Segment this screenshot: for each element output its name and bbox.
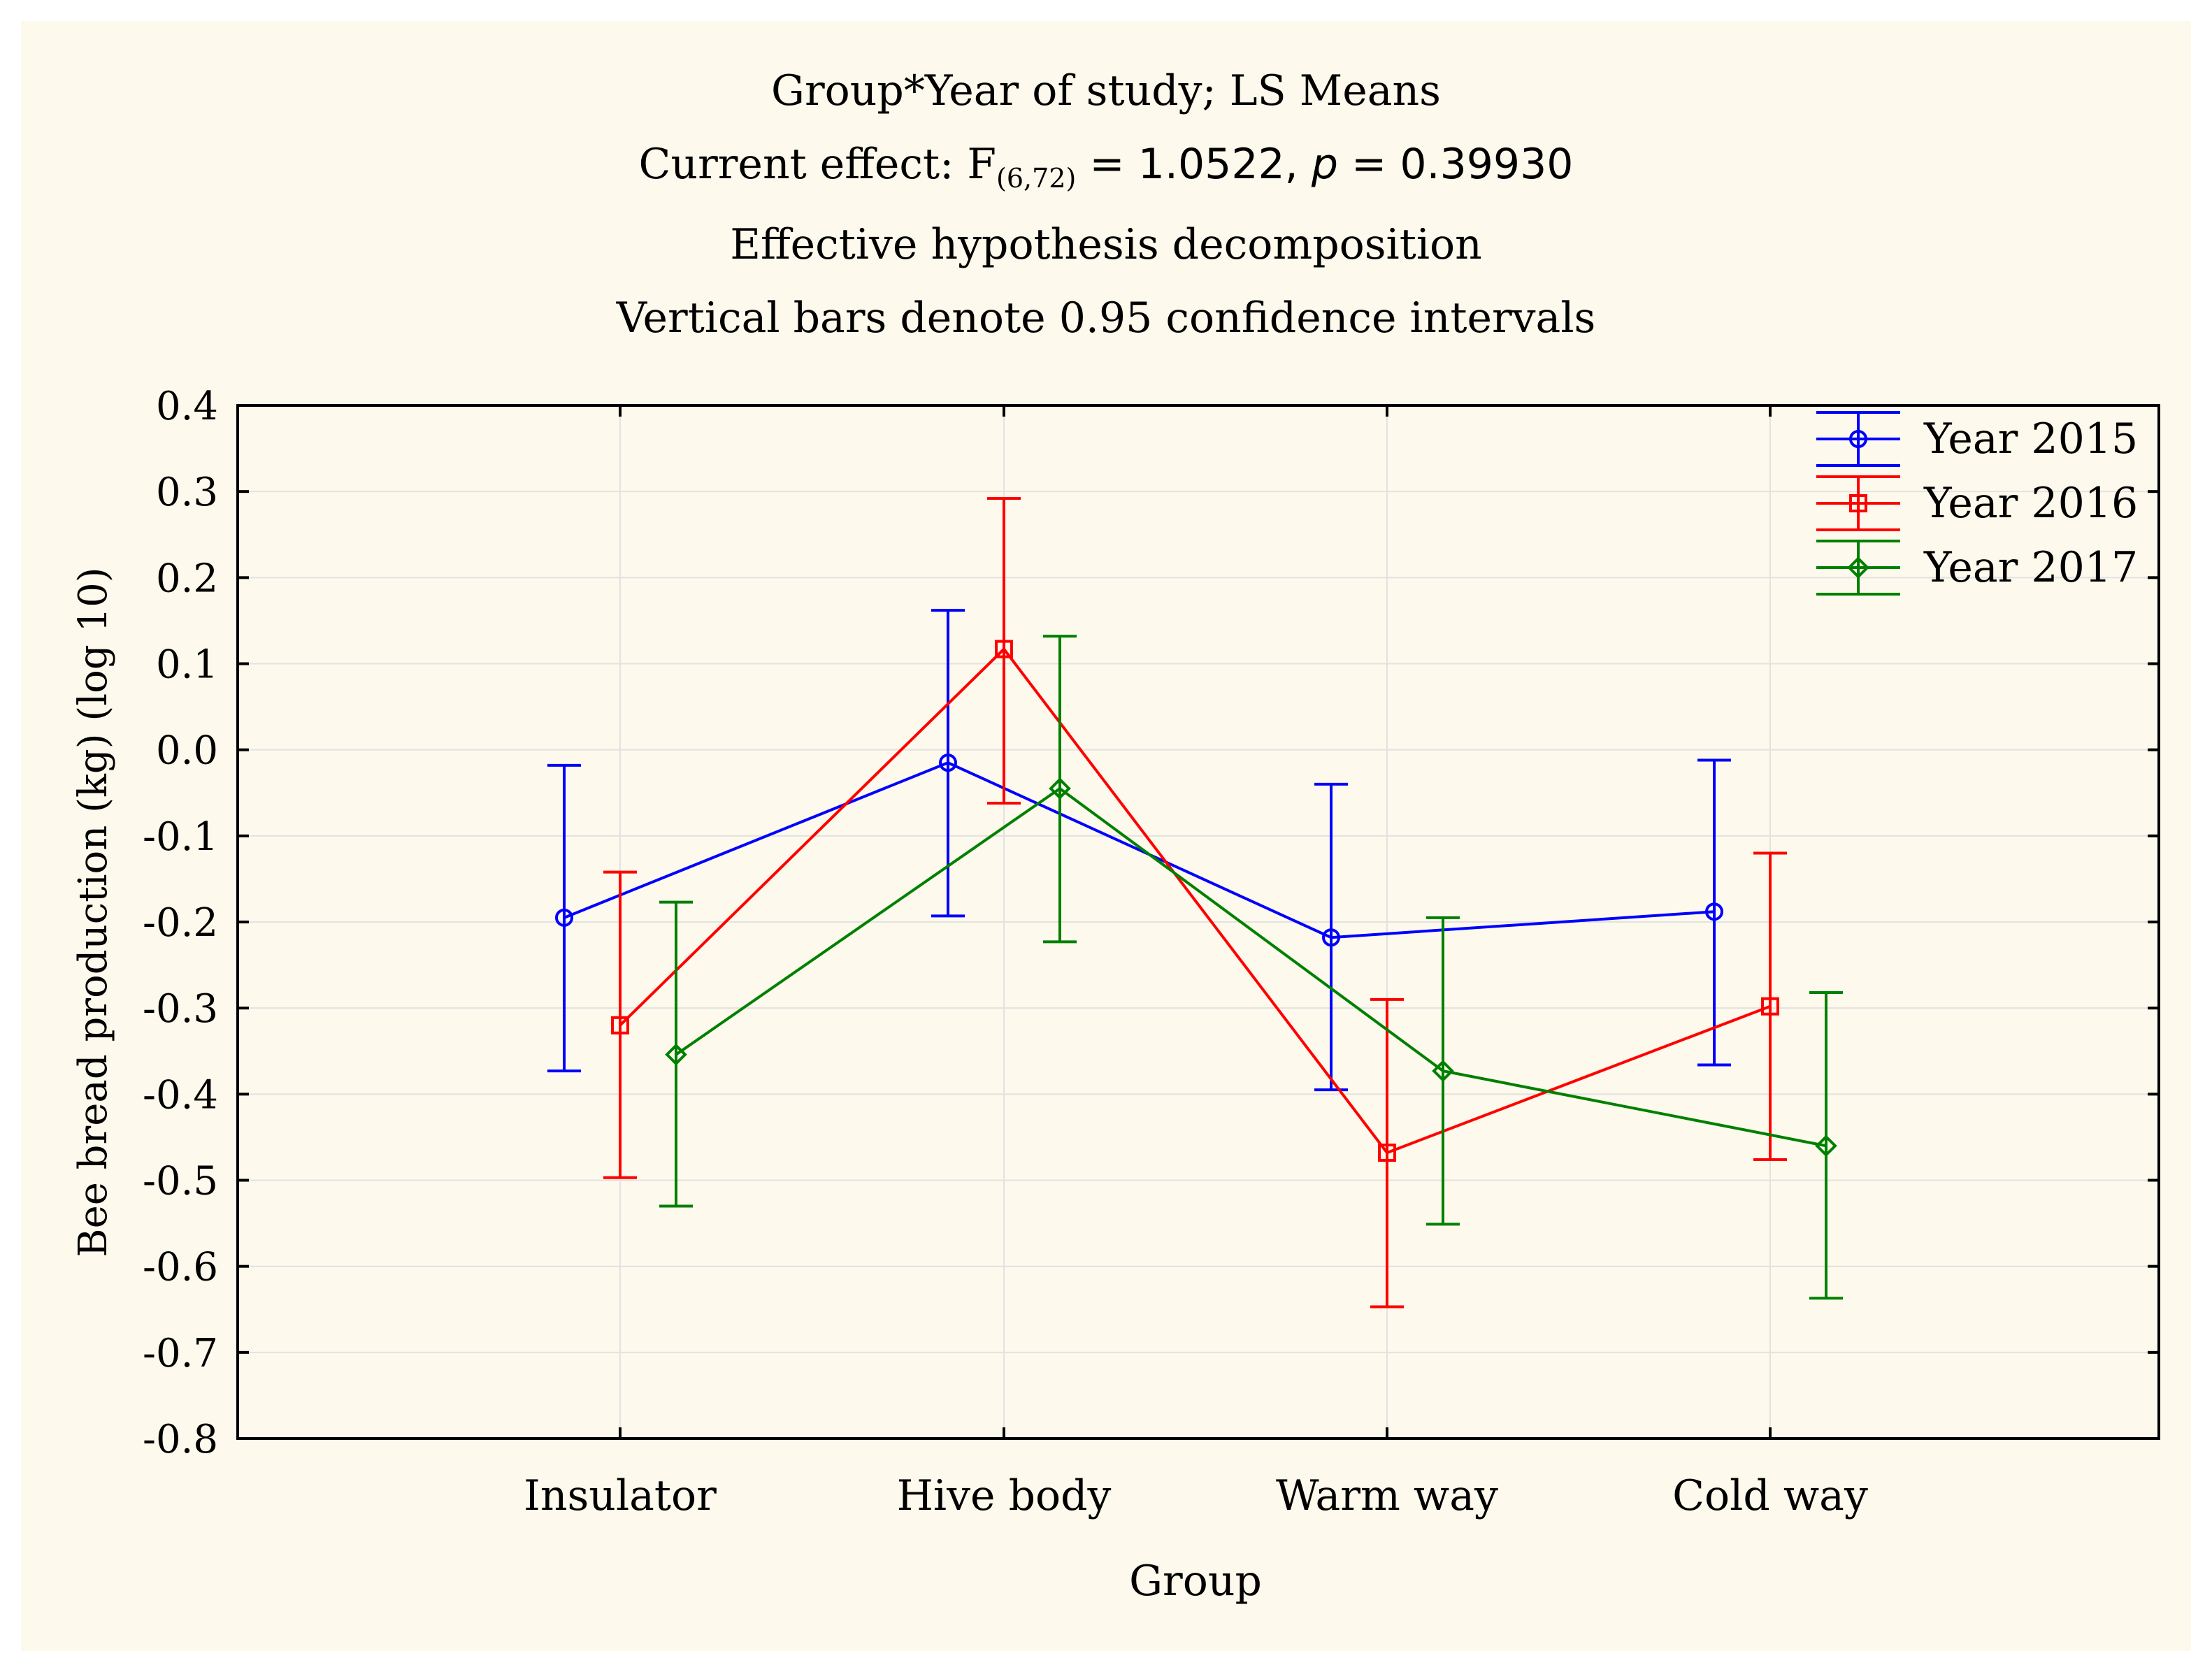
axis-ticks: 0.4 0.3 0.2 0.1 0.0 -0.1 -0.2 -0.3 -0.4 -0.5 -0.6 -…: [143, 384, 2159, 1520]
legend-item: Year 2015: [1816, 411, 2138, 467]
legend-marker: [1849, 494, 1867, 512]
y-tick-label: 0.4: [156, 384, 218, 429]
y-tick-label: 0.1: [156, 642, 218, 688]
data-point: [995, 640, 1013, 658]
legend: Year 2015 Year 2016 Year 2017: [1816, 411, 2138, 596]
legend-label: Year 2015: [1923, 415, 2138, 463]
y-tick-label: 0.2: [156, 556, 218, 601]
y-tick-label: -0.8: [143, 1417, 218, 1462]
series-year-2017: [659, 635, 1843, 1300]
series-line: [619, 647, 1771, 1155]
chart-title-line-3: Effective hypothesis decomposition: [730, 220, 1482, 269]
series-line: [675, 786, 1827, 1148]
data-point: [1378, 1144, 1396, 1162]
legend-item: Year 2017: [1816, 540, 2138, 596]
x-tick-label: Warm way: [1276, 1471, 1498, 1520]
data-point: [1049, 777, 1071, 800]
data-point: [1761, 997, 1779, 1016]
y-tick-label: -0.7: [143, 1331, 218, 1376]
data-point: [1432, 1060, 1454, 1082]
y-tick-label: -0.2: [143, 900, 218, 946]
legend-marker: [1847, 556, 1869, 579]
legend-label: Year 2017: [1923, 543, 2138, 592]
legend-item: Year 2016: [1816, 475, 2138, 531]
effect-label: Current effect: F: [638, 140, 997, 189]
p-value: = 0.39930: [1337, 140, 1574, 189]
grid: [238, 405, 2159, 1439]
x-tick-label: Cold way: [1672, 1471, 1868, 1520]
y-tick-label: -0.3: [143, 986, 218, 1032]
data-point: [611, 1016, 629, 1035]
y-axis-label: Bee bread production (kg) (log 10): [71, 567, 116, 1257]
series-year-2015: [547, 609, 1731, 1092]
y-tick-label: -0.4: [143, 1072, 218, 1118]
x-axis-label: Group: [1129, 1557, 1262, 1606]
data-point: [555, 908, 573, 927]
legend-marker: [1849, 430, 1867, 448]
y-tick-label: 0.0: [156, 728, 218, 774]
y-tick-label: 0.3: [156, 470, 218, 515]
data-point: [939, 754, 957, 772]
y-tick-label: -0.6: [143, 1245, 218, 1290]
data-point: [1815, 1134, 1837, 1158]
y-tick-label: -0.5: [143, 1159, 218, 1204]
data-point: [1322, 928, 1340, 947]
chart-title-line-2: Current effect: F(6,72) = 1.0522, p = 0.…: [0, 140, 2212, 194]
chart-title-line-1: Group*Year of study; LS Means: [771, 66, 1441, 115]
x-tick-label: Hive body: [897, 1471, 1112, 1520]
effect-equation: = 1.0522,: [1076, 140, 1312, 189]
p-symbol: p: [1311, 140, 1338, 189]
data-point: [1705, 902, 1723, 921]
chart-title-line-4: Vertical bars denote 0.95 confidence int…: [616, 294, 1596, 343]
data-point: [665, 1043, 687, 1066]
legend-label: Year 2016: [1923, 479, 2138, 528]
effect-subscript: (6,72): [996, 163, 1077, 194]
series-year-2016: [603, 497, 1787, 1309]
series: [547, 497, 1843, 1309]
series-line: [563, 761, 1715, 939]
x-tick-label: Insulator: [524, 1471, 717, 1520]
y-tick-label: -0.1: [143, 814, 218, 860]
